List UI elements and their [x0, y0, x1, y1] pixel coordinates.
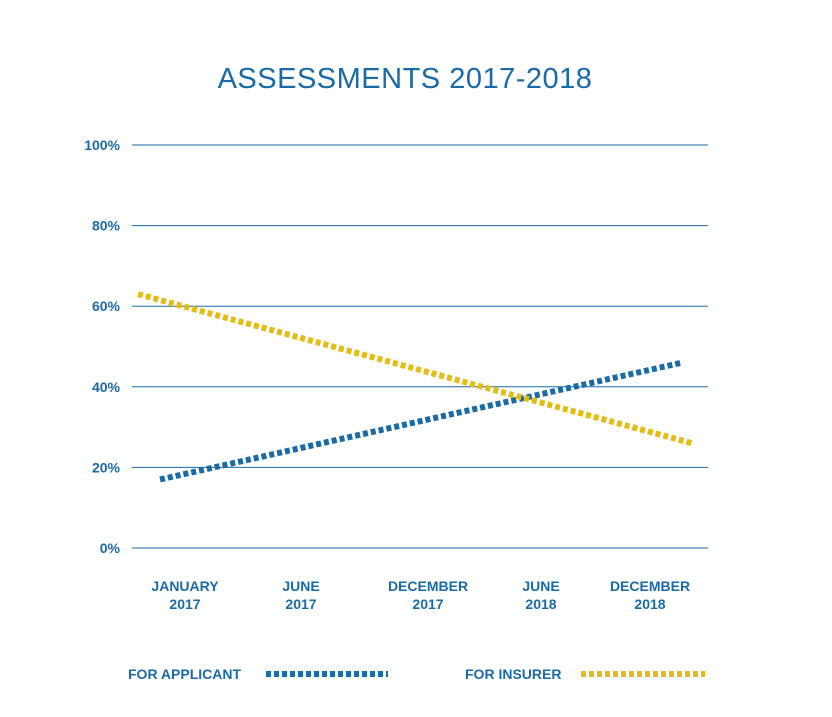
- x-tick-label: DECEMBER 2018: [610, 578, 690, 612]
- x-axis-ticks: JANUARY 2017 JUNE 2017 DECEMBER 2017 JUNE 2018 D…: [151, 578, 690, 612]
- y-tick-label: 20%: [92, 459, 121, 475]
- y-tick-label: 100%: [84, 137, 120, 153]
- x-tick-label: DECEMBER 2017: [388, 578, 468, 612]
- y-tick-label: 40%: [92, 379, 121, 395]
- gridlines: [132, 144, 708, 549]
- legend: FOR APPLICANT FOR INSURER: [128, 666, 705, 682]
- x-tick-label: JANUARY 2017: [151, 578, 219, 612]
- y-tick-label: 60%: [92, 298, 121, 314]
- chart-title: ASSESSMENTS 2017-2018: [218, 63, 593, 95]
- legend-label-insurer: FOR INSURER: [465, 666, 561, 682]
- series-lines: [137, 291, 693, 483]
- series-line-insurer: [137, 291, 693, 447]
- y-axis-ticks: 0% 20% 40% 60% 80% 100%: [84, 137, 120, 556]
- y-tick-label: 0%: [100, 540, 121, 556]
- x-tick-label: JUNE 2017: [282, 578, 319, 612]
- x-tick-label: JUNE 2018: [522, 578, 559, 612]
- series-line-applicant: [159, 359, 683, 483]
- legend-label-applicant: FOR APPLICANT: [128, 666, 241, 682]
- y-tick-label: 80%: [92, 218, 121, 234]
